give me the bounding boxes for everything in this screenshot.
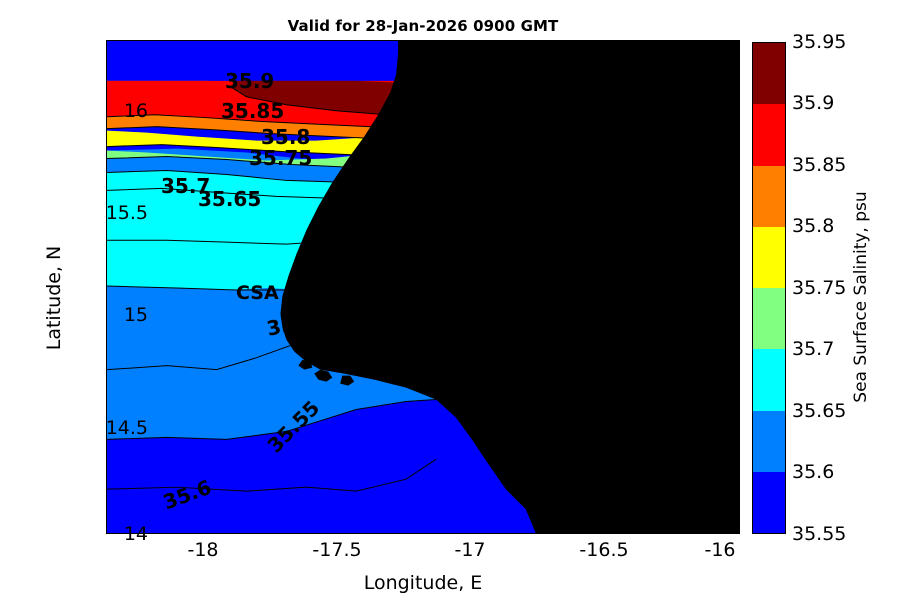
colorbar-band xyxy=(753,226,785,288)
xtick-label: -17.5 xyxy=(312,539,362,561)
colorbar-tick: 35.85 xyxy=(792,154,847,176)
xaxis-title: Longitude, E xyxy=(363,572,483,594)
colorbar-tick: 35.7 xyxy=(792,338,835,360)
contour-field xyxy=(107,41,739,533)
xtick-label: -18 xyxy=(187,539,219,561)
colorbar-tick: 35.95 xyxy=(792,31,847,53)
colorbar-tick: 35.6 xyxy=(792,461,835,483)
xtick-label: -16.5 xyxy=(579,539,629,561)
colorbar-band xyxy=(753,410,785,472)
colorbar-band xyxy=(753,104,785,166)
xtick-label: -16 xyxy=(704,539,736,561)
xtick-label: -17 xyxy=(454,539,486,561)
colorbar-tick: 35.9 xyxy=(792,92,835,114)
ytick-label: 15 xyxy=(123,304,148,326)
yaxis-title: Latitude, N xyxy=(43,245,65,351)
colorbar-tick: 35.8 xyxy=(792,215,835,237)
colorbar-tick: 35.55 xyxy=(792,523,847,545)
colorbar-tick: 35.75 xyxy=(792,277,847,299)
colorbar-band xyxy=(753,288,785,350)
colorbar-title: Sea Surface Salinity, psu xyxy=(851,191,871,403)
ytick-label: 14.5 xyxy=(105,417,148,439)
colorbar-tick: 35.65 xyxy=(792,400,847,422)
ytick-label: 16 xyxy=(123,100,148,122)
colorbar-band xyxy=(753,471,785,533)
page-title: Valid for 28-Jan-2026 0900 GMT xyxy=(287,17,559,35)
colorbar-band xyxy=(753,165,785,227)
ytick-label: 15.5 xyxy=(105,202,148,224)
ytick-label: 14 xyxy=(123,523,148,545)
salinity-contour-map[interactable]: 35.9 35.85 35.8 35.75 35.85 35.8 35.75 3… xyxy=(106,40,740,534)
colorbar-band xyxy=(753,349,785,411)
colorbar-band xyxy=(753,43,785,105)
colorbar[interactable] xyxy=(752,42,786,534)
